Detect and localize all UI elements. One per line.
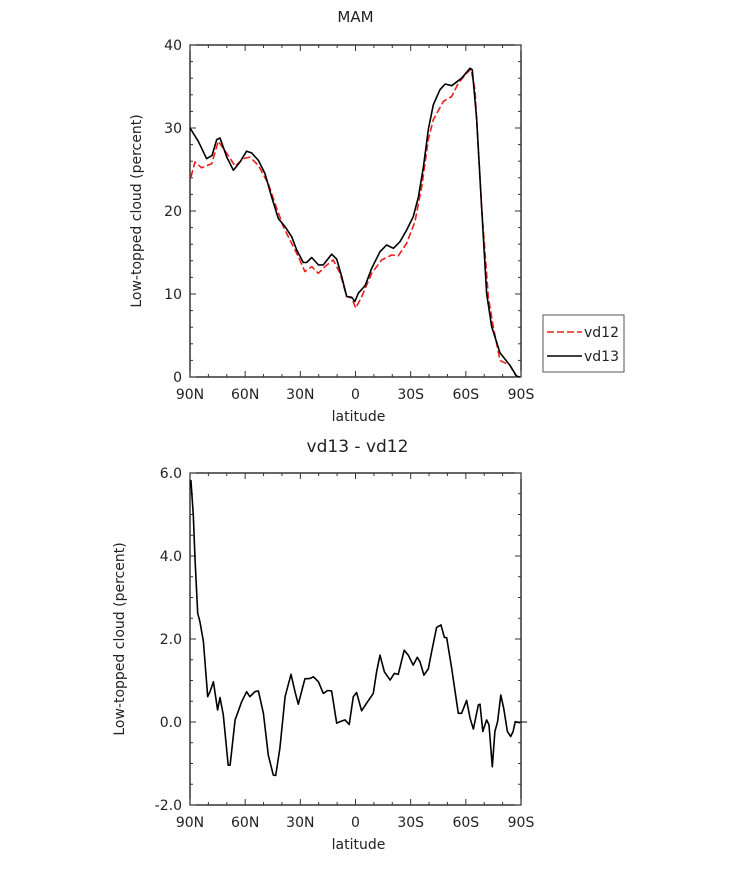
- y-tick-label: 30: [164, 121, 182, 137]
- x-tick-label: 60S: [452, 815, 479, 831]
- x-axis-label: latitude: [332, 409, 386, 425]
- x-tick-label: 90N: [176, 815, 204, 831]
- plot-frame: [189, 472, 522, 806]
- chart-title: vd13 - vd12: [307, 437, 409, 457]
- y-tick-label: 40: [164, 38, 182, 54]
- y-tick-label: 0: [173, 370, 182, 386]
- plot-frame: [189, 44, 522, 378]
- y-axis-label: Low-topped cloud (percent): [129, 114, 145, 307]
- x-tick-label: 60N: [231, 815, 259, 831]
- series-line-vd13minusvd12: [190, 480, 521, 777]
- x-tick-label: 30S: [397, 387, 424, 403]
- y-tick-label: 0.0: [160, 715, 182, 731]
- y-tick-label: 2.0: [160, 632, 182, 648]
- y-tick-label: 6.0: [160, 466, 182, 482]
- x-tick-label: 60S: [452, 387, 479, 403]
- y-tick-label: 20: [164, 204, 182, 220]
- y-axis-label: Low-topped cloud (percent): [112, 542, 128, 735]
- x-tick-label: 90S: [508, 815, 535, 831]
- x-tick-label: 90N: [176, 387, 204, 403]
- series-line-vd12: [190, 68, 518, 378]
- x-tick-label: 30N: [286, 815, 314, 831]
- y-tick-label: -2.0: [155, 798, 182, 814]
- x-axis-label: latitude: [332, 837, 386, 853]
- x-tick-label: 30S: [397, 815, 424, 831]
- legend-label-vd13: vd13: [584, 349, 619, 365]
- y-tick-label: 10: [164, 287, 182, 303]
- x-tick-label: 90S: [508, 387, 535, 403]
- x-tick-label: 60N: [231, 387, 259, 403]
- legend-label-vd12: vd12: [584, 325, 619, 341]
- x-tick-label: 0: [351, 815, 360, 831]
- series-line-vd13: [189, 67, 521, 378]
- x-tick-label: 30N: [286, 387, 314, 403]
- legend-box: [542, 314, 625, 373]
- y-tick-label: 4.0: [160, 549, 182, 565]
- x-tick-label: 0: [351, 387, 360, 403]
- chart-title: MAM: [337, 8, 373, 26]
